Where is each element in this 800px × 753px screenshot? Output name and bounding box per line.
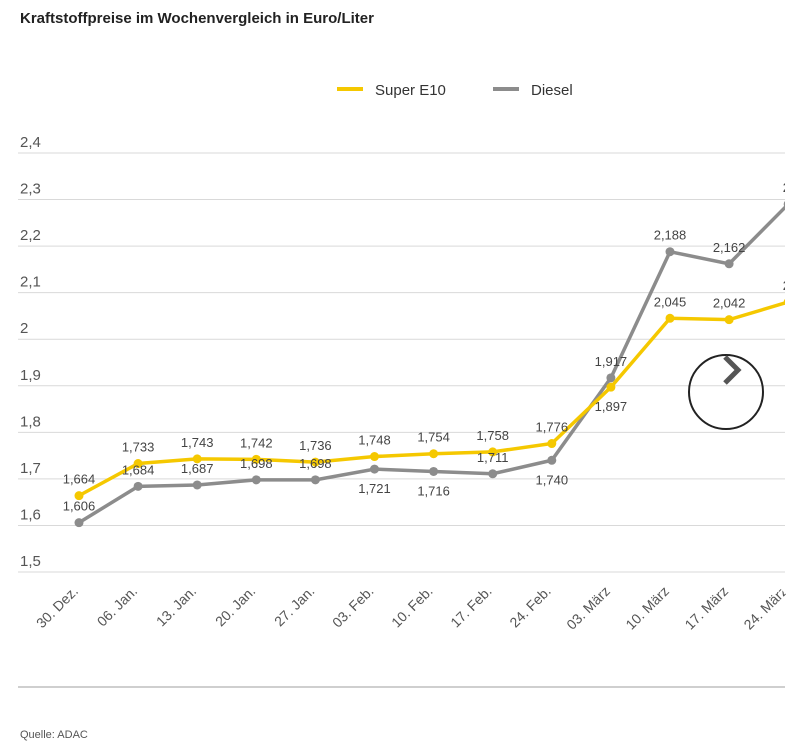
data-label: 1,711 [477,450,509,465]
x-tick-label: 24. März [740,583,790,633]
data-point [370,452,379,462]
chart-title: Kraftstoffpreise im Wochenvergleich in E… [20,10,374,27]
data-label: 1,733 [122,440,155,455]
data-point [429,466,439,476]
y-tick-label: 1,9 [20,367,41,384]
x-tick-label: 06. Jan. [94,583,141,630]
data-point [192,454,202,464]
data-label: 1,606 [63,499,96,514]
data-point [488,469,498,479]
data-point [310,475,320,485]
legend-label[interactable]: Super E10 [375,82,446,99]
data-label: 1,698 [240,456,273,471]
data-label: 1,698 [299,456,332,471]
y-tick-label: 2,4 [20,134,41,151]
data-label: 1,687 [181,461,214,476]
data-point [429,449,439,459]
x-tick-label: 10. März [622,583,672,633]
data-label: 2, [783,278,794,293]
data-label: 2,042 [713,296,746,311]
data-point [783,201,785,208]
data-label: 1,664 [63,472,96,487]
data-label: 1,736 [299,438,332,453]
x-tick-label: 24. Feb. [506,583,554,631]
x-tick-label: 27. Jan. [271,583,318,630]
data-point [251,454,261,464]
data-label: 1,684 [122,462,155,477]
y-tick-label: 2 [20,320,28,337]
data-point [606,373,616,383]
data-point [133,481,143,491]
data-label: 2, [783,180,794,195]
y-tick-label: 1,5 [20,553,41,570]
data-point [547,455,557,465]
data-point [251,475,261,485]
data-point [724,315,734,325]
data-label: 1,748 [358,433,391,448]
data-label: 1,917 [595,354,628,369]
data-label: 1,776 [536,420,569,435]
x-tick-label: 10. Feb. [388,583,436,631]
y-tick-label: 2,1 [20,274,41,291]
data-point [192,480,202,490]
x-tick-label: 17. März [681,583,731,633]
data-label: 2,188 [654,228,687,243]
x-tick-label: 30. Dez. [33,583,81,631]
data-point [133,459,143,469]
data-point [665,247,675,257]
y-tick-label: 2,3 [20,181,41,198]
data-point [370,464,379,474]
data-point [488,447,498,457]
x-tick-label: 03. März [563,583,613,633]
data-point [310,457,320,467]
chevron-right-icon [723,355,742,385]
data-point [74,518,84,528]
data-label: 1,754 [417,430,450,445]
data-point [547,439,557,449]
data-point [724,259,734,269]
x-tick-label: 20. Jan. [212,583,259,630]
data-label: 2,162 [713,240,746,255]
y-tick-label: 1,8 [20,413,41,430]
y-tick-label: 2,2 [20,227,41,244]
data-label: 1,897 [595,399,628,414]
data-point [783,298,785,306]
data-label: 1,716 [417,483,450,498]
x-tick-label: 17. Feb. [447,583,495,631]
x-tick-label: 13. Jan. [153,583,200,630]
data-label: 1,742 [240,435,273,450]
data-point [606,382,616,392]
data-point [665,313,675,323]
data-label: 1,743 [181,435,214,450]
x-tick-label: 03. Feb. [329,583,377,631]
y-tick-label: 1,6 [20,506,41,523]
source-note: Quelle: ADAC [20,729,88,741]
data-label: 1,758 [476,428,509,443]
y-tick-label: 1,7 [20,460,41,477]
data-label: 1,721 [358,481,391,496]
data-label: 2,045 [654,294,687,309]
next-button[interactable] [688,354,764,430]
data-label: 1,740 [536,472,569,487]
data-point [74,491,84,501]
legend-label[interactable]: Diesel [531,82,573,99]
legend: Super E10 Diesel [337,82,573,99]
